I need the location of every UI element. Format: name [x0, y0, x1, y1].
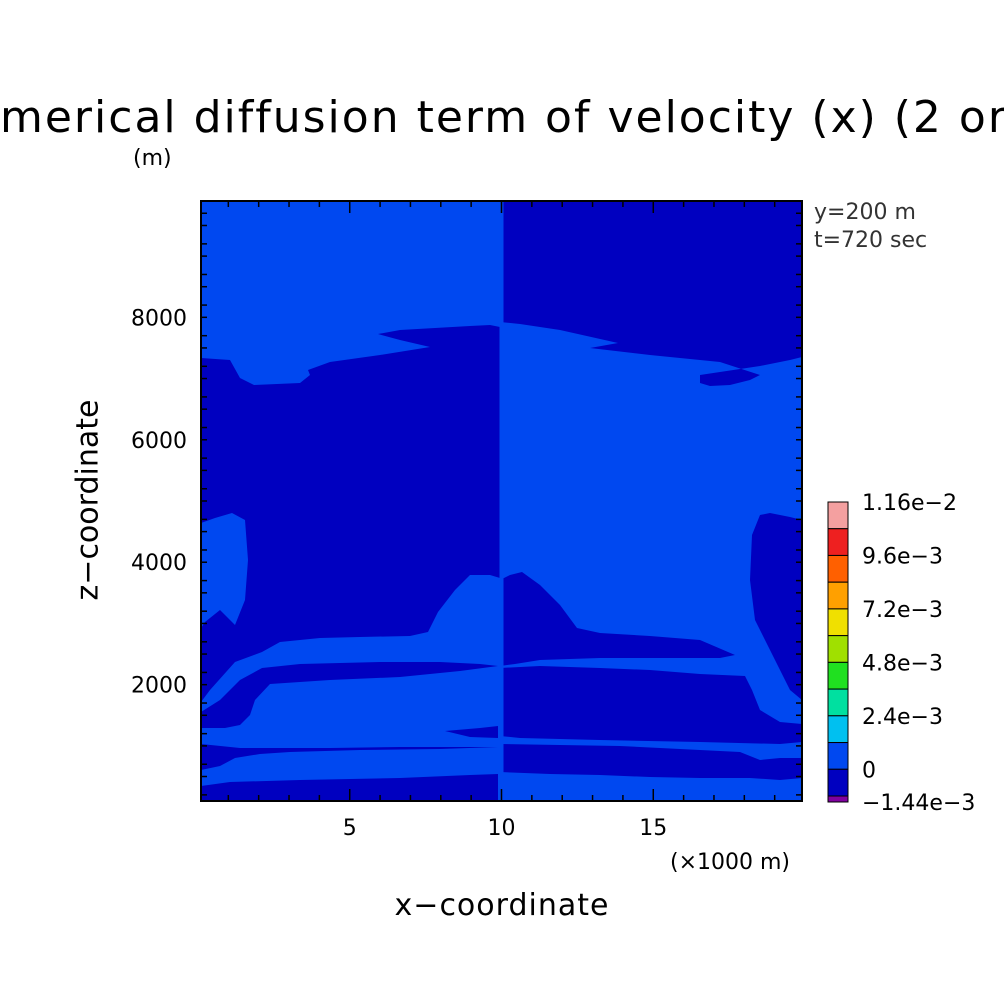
y-tick-label: 6000: [131, 429, 187, 454]
contour-region-bottom-left: [201, 774, 498, 801]
annotation-time: t=720 sec: [814, 228, 928, 253]
y-tick-label: 4000: [131, 551, 187, 576]
contour-dark-regions: [201, 201, 802, 801]
y-tick-label: 2000: [131, 674, 187, 699]
colorbar-swatch: [827, 608, 849, 637]
colorbar-swatch: [827, 795, 849, 803]
colorbar-swatch: [827, 554, 849, 583]
contour-region-center-right: [500, 572, 735, 666]
contour-region-mid-strip: [445, 726, 560, 738]
colorbar-swatch: [827, 501, 849, 530]
y-axis-unit: (m): [133, 146, 172, 171]
annotation-y-position: y=200 m: [814, 200, 916, 225]
contour-region-right-lobe: [750, 513, 802, 700]
colorbar-swatch: [827, 528, 849, 556]
colorbar-label: 2.4e−3: [862, 705, 943, 730]
x-axis-unit: (×1000 m): [670, 850, 791, 875]
x-tick-label: 10: [488, 816, 516, 841]
x-tick-label: 15: [639, 816, 667, 841]
center-discontinuity: [499, 201, 504, 801]
contour-region-right-band-2: [500, 744, 802, 780]
colorbar-swatch: [827, 715, 849, 744]
colorbar-swatch: [827, 768, 849, 797]
contour-region-left-band-2: [201, 744, 498, 770]
plot-area: [200, 200, 803, 802]
colorbar-swatch: [827, 635, 849, 663]
colorbar-label: 9.6e−3: [862, 544, 943, 569]
colorbar-swatch: [827, 581, 849, 610]
contour-region-lower-band-left: [201, 662, 498, 728]
colorbar-swatch: [827, 742, 849, 770]
colorbar-label: 1.16e−2: [862, 491, 957, 516]
y-tick-label: 8000: [131, 306, 187, 331]
colorbar: 1.16e−2 9.6e−3 7.2e−3 4.8e−3 2.4e−3 0 −1.44e−3: [827, 491, 975, 816]
colorbar-label: 4.8e−3: [862, 651, 943, 676]
colorbar-label: 0: [862, 758, 876, 783]
colorbar-label: 7.2e−3: [862, 598, 943, 623]
axes: 5 10 15 2000 4000 6000 8000: [131, 201, 802, 841]
colorbar-swatch: [827, 688, 849, 717]
x-axis-label: x−coordinate: [394, 888, 610, 923]
contour-region-upper-left: [201, 325, 500, 702]
chart-title: merical diffusion term of velocity (x) (…: [0, 92, 1004, 143]
colorbar-swatch: [827, 661, 849, 690]
colorbar-label: −1.44e−3: [862, 791, 975, 816]
contour-region-upper-right: [500, 201, 802, 386]
x-tick-label: 5: [343, 816, 357, 841]
contour-region-lower-right: [500, 666, 802, 744]
